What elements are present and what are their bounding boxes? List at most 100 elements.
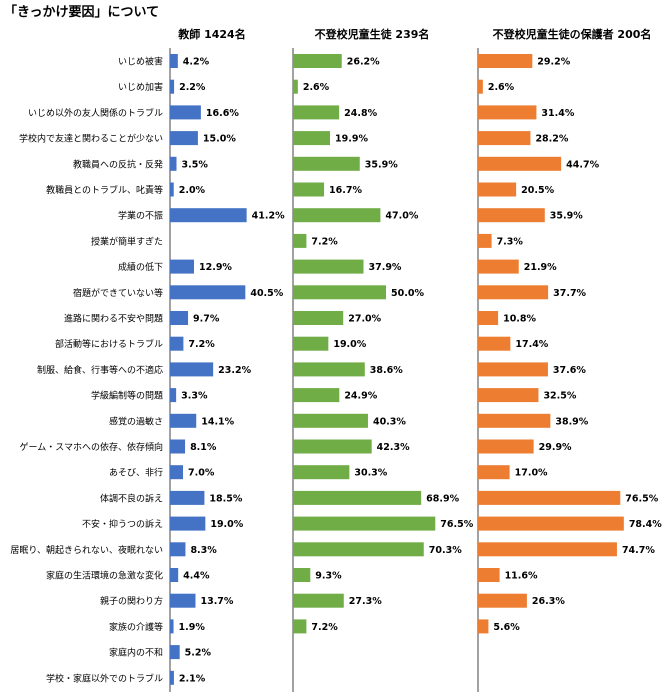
bar-parents: [478, 336, 511, 351]
category-label: 家庭内の不和: [109, 647, 163, 659]
panel-title-students: 不登校児童生徒 239名: [315, 27, 430, 41]
bar-parents: [478, 259, 519, 274]
bar-students: [293, 156, 360, 171]
data-label: 16.7%: [329, 185, 362, 196]
data-label: 20.5%: [521, 185, 554, 196]
data-label: 37.6%: [553, 365, 586, 376]
bar-students: [293, 542, 424, 557]
bar-students: [293, 336, 329, 351]
category-label: 家庭の生活環境の急激な変化: [46, 570, 163, 582]
bar-students: [293, 516, 436, 531]
bar-teachers: [170, 516, 206, 531]
bar-students: [293, 388, 340, 403]
bar-teachers: [170, 490, 205, 505]
category-label: 教職員とのトラブル、叱責等: [46, 184, 163, 196]
data-label: 38.6%: [370, 365, 403, 376]
bar-students: [293, 439, 372, 454]
data-label: 40.3%: [373, 416, 406, 427]
bar-parents: [478, 105, 537, 120]
data-label: 27.0%: [348, 314, 381, 325]
data-label: 7.3%: [497, 236, 524, 247]
data-label: 29.2%: [537, 57, 570, 68]
bar-students: [293, 568, 311, 582]
bar-parents: [478, 516, 624, 531]
page-title: 「きっかけ要因」について: [4, 4, 159, 20]
bar-parents: [478, 465, 510, 480]
bar-parents: [478, 131, 531, 146]
category-label: 学校・家庭以外でのトラブル: [46, 672, 163, 684]
data-label: 9.3%: [315, 571, 342, 582]
data-label: 1.9%: [179, 622, 206, 633]
bar-parents: [478, 362, 548, 377]
data-label: 17.0%: [515, 468, 548, 479]
data-label: 76.5%: [440, 519, 473, 530]
bar-parents: [478, 182, 517, 197]
bar-parents: [478, 311, 499, 325]
panel-students: 26.2% 2.6% 24.8% 19.9% 35.9% 16.7% 47.0% 7.2% 37…: [292, 48, 474, 692]
data-label: 2.6%: [488, 82, 515, 93]
category-label: いじめ以外の友人関係のトラブル: [28, 107, 163, 119]
bar-teachers: [170, 259, 194, 274]
bar-teachers: [170, 131, 198, 146]
bar-teachers: [170, 670, 174, 685]
bar-teachers: [170, 645, 180, 660]
bar-teachers: [170, 439, 186, 454]
bar-teachers: [170, 285, 246, 300]
bar-teachers: [170, 336, 184, 351]
data-label: 17.4%: [515, 339, 548, 350]
category-labels: いじめ被害いじめ加害いじめ以外の友人関係のトラブル学校内で友達と関わることが少な…: [10, 56, 163, 685]
data-label: 19.0%: [210, 519, 243, 530]
bar-students: [293, 182, 325, 197]
data-label: 7.0%: [188, 468, 215, 479]
data-label: 29.9%: [539, 442, 572, 453]
category-label: 授業が簡単すぎた: [91, 235, 163, 247]
data-label: 3.5%: [182, 159, 209, 170]
data-label: 44.7%: [566, 159, 599, 170]
bar-parents: [478, 593, 527, 608]
data-label: 47.0%: [385, 211, 418, 222]
data-label: 26.2%: [347, 57, 380, 68]
bar-students: [293, 131, 331, 146]
data-label: 35.9%: [550, 211, 583, 222]
category-label: 不安・抑うつの訴え: [82, 518, 163, 530]
data-label: 42.3%: [377, 442, 410, 453]
bar-parents: [478, 388, 539, 403]
bar-students: [293, 105, 340, 120]
panel-teachers: 4.2% 2.2% 16.6% 15.0% 3.5% 2.0% 41.2% 12.9% 40.5…: [169, 48, 285, 692]
category-label: 制服、給食、行事等への不適応: [37, 364, 163, 376]
data-label: 5.6%: [493, 622, 520, 633]
bar-teachers: [170, 311, 189, 325]
data-label: 15.0%: [203, 134, 236, 145]
data-label: 7.2%: [311, 622, 338, 633]
bar-parents: [478, 568, 500, 582]
category-label: ゲーム・スマホへの依存、依存傾向: [20, 441, 163, 453]
data-label: 38.9%: [555, 416, 588, 427]
bar-teachers: [170, 593, 196, 608]
data-label: 9.7%: [193, 314, 220, 325]
data-label: 27.3%: [349, 596, 382, 607]
data-label: 12.9%: [199, 262, 232, 273]
data-label: 50.0%: [391, 288, 424, 299]
bar-teachers: [170, 362, 214, 377]
data-label: 30.3%: [354, 468, 387, 479]
bar-teachers: [170, 79, 175, 94]
data-label: 8.1%: [190, 442, 217, 453]
data-label: 37.7%: [553, 288, 586, 299]
panel-title-teachers: 教師 1424名: [177, 27, 245, 41]
category-label: 成績の低下: [118, 261, 163, 273]
bar-parents: [478, 542, 617, 557]
bar-teachers: [170, 413, 197, 428]
bar-teachers: [170, 465, 184, 480]
bar-parents: [478, 439, 534, 454]
data-label: 3.3%: [181, 391, 208, 402]
data-label: 24.8%: [344, 108, 377, 119]
data-label: 21.9%: [524, 262, 557, 273]
category-label: 学校内で友達と関わることが少ない: [19, 133, 163, 145]
bar-students: [293, 54, 342, 68]
bar-parents: [478, 54, 533, 68]
bar-parents: [478, 233, 492, 248]
bar-teachers: [170, 388, 177, 403]
panel-titles: 教師 1424名 不登校児童生徒 239名 不登校児童生徒の保護者 200名: [177, 27, 651, 41]
bar-students: [293, 79, 298, 94]
